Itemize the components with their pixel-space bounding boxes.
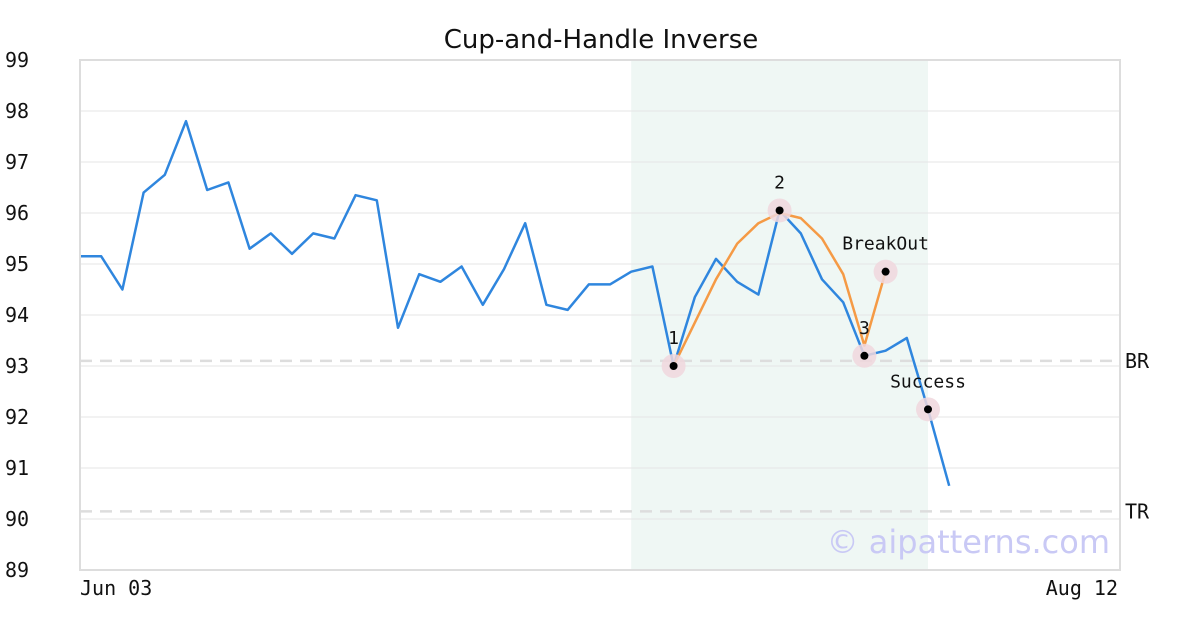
y-tick-label: 93 xyxy=(5,354,29,378)
y-tick-label: 94 xyxy=(5,303,29,327)
chart-title: Cup-and-Handle Inverse xyxy=(444,25,759,55)
y-tick-label: 91 xyxy=(5,456,29,480)
watermark: © aipatterns.com xyxy=(827,523,1110,561)
y-tick-label: 89 xyxy=(5,558,29,582)
price-series-line xyxy=(80,119,951,487)
grid xyxy=(80,59,1120,571)
y-tick-label: 96 xyxy=(5,201,29,225)
annotation-marker-dot xyxy=(881,267,890,276)
y-tick-label: 97 xyxy=(5,150,29,174)
annotation-label: Success xyxy=(890,371,966,392)
annotation-marker-dot xyxy=(669,362,678,370)
annotation-label: BreakOut xyxy=(842,234,929,255)
annotation-marker-dot xyxy=(924,405,932,414)
annotation-marker-dot xyxy=(775,206,784,215)
annotation-marker-dot xyxy=(860,351,869,360)
reference-lines: BR TR xyxy=(80,349,1150,523)
y-tick-label: 98 xyxy=(5,99,29,123)
y-axis: 89 90 91 92 93 94 95 96 97 98 99 xyxy=(5,48,29,582)
plot-frame xyxy=(79,59,1121,571)
reference-line-label: BR xyxy=(1125,349,1150,373)
reference-line-label: TR xyxy=(1125,499,1150,523)
annotation-label: 3 xyxy=(859,318,870,339)
y-tick-label: 92 xyxy=(5,405,29,429)
y-tick-label: 90 xyxy=(5,507,29,531)
y-tick-label: 95 xyxy=(5,252,29,276)
x-tick-label-start: Jun 03 xyxy=(80,576,152,600)
x-tick-label-end: Aug 12 xyxy=(1046,576,1118,600)
annotations: 1 2 3 BreakOut Success xyxy=(661,172,966,422)
annotation-label: 2 xyxy=(774,172,785,193)
annotation-label: 1 xyxy=(668,328,679,349)
y-tick-label: 99 xyxy=(5,48,29,72)
